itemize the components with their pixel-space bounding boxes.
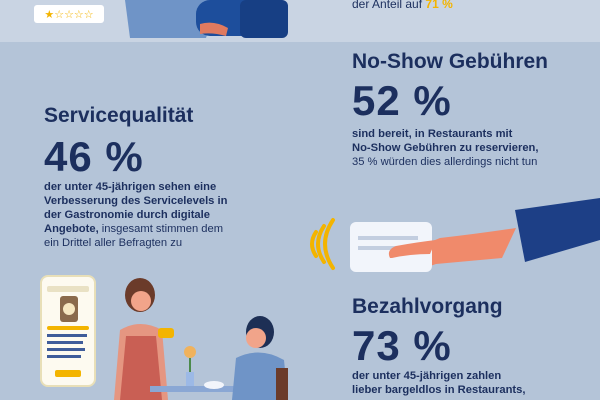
payment-description: der unter 45-jährigen zahlen lieber barg…: [352, 369, 600, 397]
service-stat: 46 %: [44, 133, 144, 180]
payment-line-2: lieber bargeldlos in Restaurants,: [352, 384, 526, 396]
payment-line-1: der unter 45-jährigen zahlen: [352, 370, 502, 382]
service-line-4-rest: insgesamt stimmen dem: [98, 223, 224, 235]
star-empty-icon: ☆☆☆☆: [54, 8, 94, 21]
top-text-prefix: der Anteil auf: [352, 0, 426, 11]
top-text-value: 71 %: [425, 0, 453, 11]
cafe-scene-illustration: [114, 278, 288, 400]
star-filled-icon: ★: [44, 8, 55, 21]
no-show-description: sind bereit, in Restaurants mit No-Show …: [352, 127, 600, 169]
no-show-line-2: No-Show Gebühren zu reservieren,: [352, 142, 539, 154]
laptop-illustration: [125, 0, 288, 38]
contactless-icon: [310, 218, 335, 270]
no-show-heading: No-Show Gebühren: [352, 50, 548, 73]
service-line-5: ein Drittel aller Befragten zu: [44, 237, 183, 249]
payment-heading: Bezahlvorgang: [352, 295, 503, 318]
star-rating-icon: ★ ☆☆☆☆: [34, 5, 104, 23]
payment-stat: 73 %: [352, 322, 452, 369]
service-heading: Servicequalität: [44, 104, 194, 127]
no-show-line-3: 35 % würden dies allerdings nicht tun: [352, 156, 538, 168]
service-description: der unter 45-jährigen sehen eine Verbess…: [44, 180, 274, 250]
no-show-stat: 52 %: [352, 77, 452, 124]
card-payment-hand-illustration: [350, 198, 600, 272]
service-line-4-bold: Angebote,: [44, 223, 99, 235]
top-partial-text: der Anteil auf 71 %: [352, 0, 453, 11]
no-show-line-1: sind bereit, in Restaurants mit: [352, 128, 513, 140]
service-line-1: der unter 45-jährigen sehen eine: [44, 181, 217, 193]
service-line-2: Verbesserung des Servicelevels in: [44, 195, 228, 207]
phone-app-illustration: [40, 275, 96, 387]
service-line-3: der Gastronomie durch digitale: [44, 209, 210, 221]
